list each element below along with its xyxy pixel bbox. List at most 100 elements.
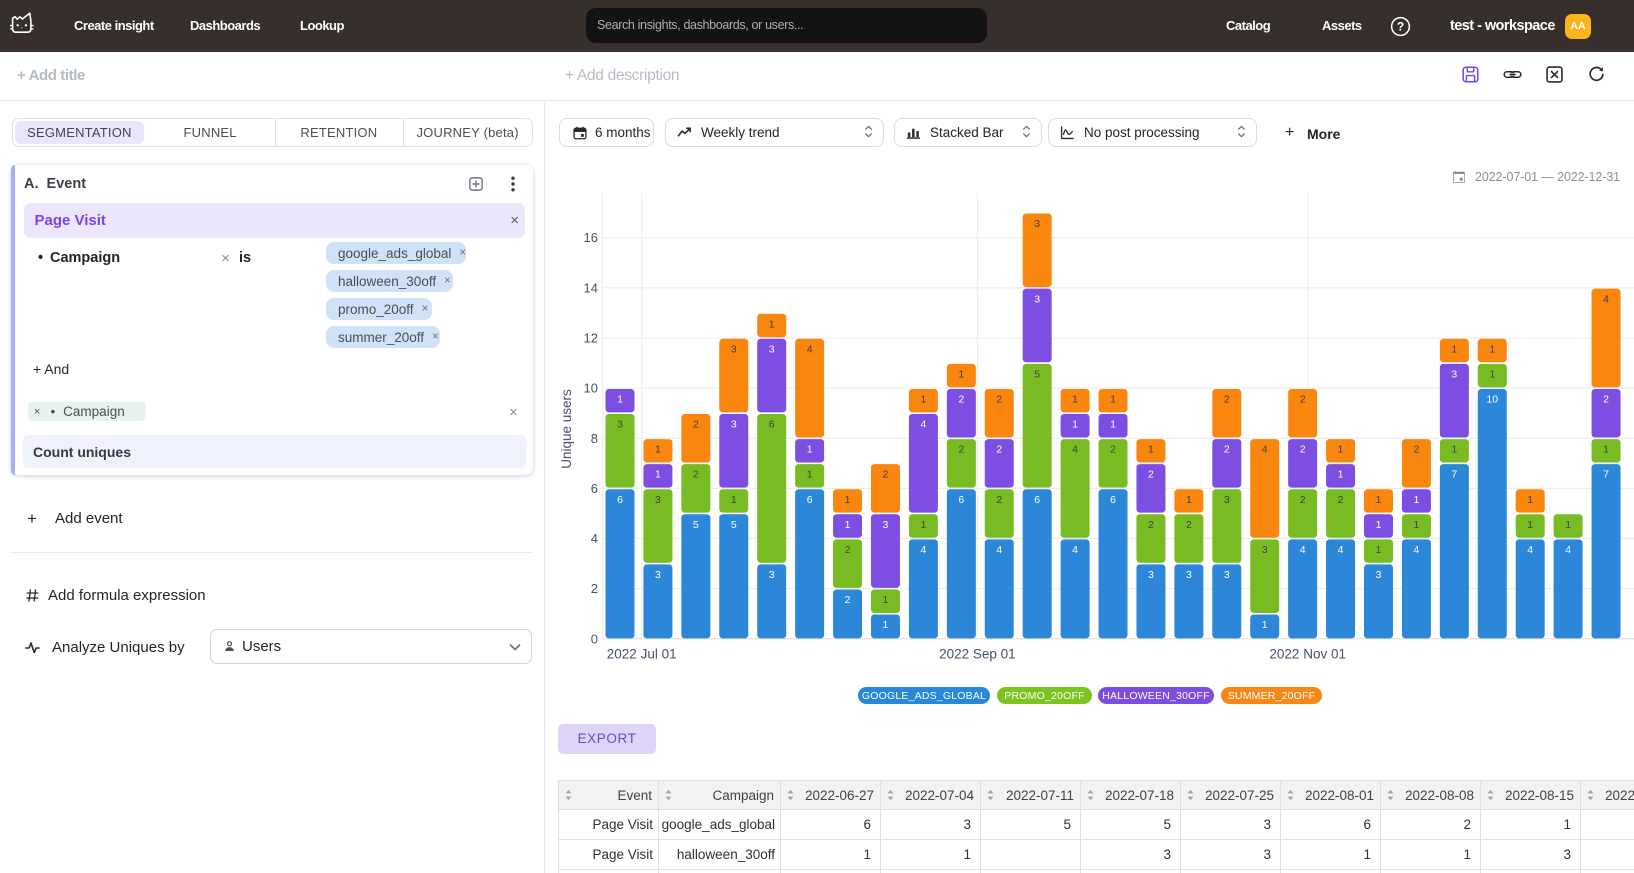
svg-text:2: 2 [1186, 519, 1192, 531]
svg-text:2: 2 [996, 494, 1002, 506]
svg-text:1: 1 [1489, 343, 1495, 355]
svg-text:0: 0 [591, 631, 598, 646]
svg-text:4: 4 [591, 531, 598, 546]
svg-text:2: 2 [1148, 519, 1154, 531]
svg-text:1: 1 [1110, 419, 1116, 431]
svg-text:2: 2 [1224, 394, 1230, 406]
svg-text:3: 3 [1224, 569, 1230, 581]
svg-text:2: 2 [1603, 394, 1609, 406]
svg-text:2: 2 [1338, 494, 1344, 506]
svg-text:1: 1 [1072, 419, 1078, 431]
svg-text:2: 2 [1300, 444, 1306, 456]
svg-text:4: 4 [996, 544, 1002, 556]
svg-text:2: 2 [1300, 494, 1306, 506]
svg-text:6: 6 [1034, 494, 1040, 506]
svg-text:1: 1 [1148, 444, 1154, 456]
svg-text:1: 1 [1413, 494, 1419, 506]
svg-text:1: 1 [1338, 444, 1344, 456]
svg-text:Unique users: Unique users [559, 389, 574, 469]
svg-text:5: 5 [731, 519, 737, 531]
svg-text:3: 3 [655, 569, 661, 581]
svg-text:3: 3 [769, 343, 775, 355]
svg-text:2: 2 [693, 469, 699, 481]
svg-text:1: 1 [1565, 519, 1571, 531]
svg-text:14: 14 [584, 280, 598, 295]
svg-text:3: 3 [655, 494, 661, 506]
svg-text:3: 3 [769, 569, 775, 581]
svg-text:6: 6 [807, 494, 813, 506]
svg-text:2: 2 [996, 394, 1002, 406]
svg-text:2: 2 [1224, 444, 1230, 456]
svg-text:12: 12 [584, 331, 598, 346]
svg-text:3: 3 [1376, 569, 1382, 581]
svg-text:2: 2 [845, 544, 851, 556]
svg-text:2: 2 [1148, 469, 1154, 481]
svg-text:1: 1 [845, 494, 851, 506]
svg-text:1: 1 [1376, 494, 1382, 506]
svg-text:3: 3 [1224, 494, 1230, 506]
svg-text:1: 1 [1489, 368, 1495, 380]
svg-text:2: 2 [1300, 394, 1306, 406]
svg-text:2022 Sep 01: 2022 Sep 01 [939, 647, 1016, 662]
svg-text:1: 1 [617, 394, 623, 406]
svg-text:5: 5 [693, 519, 699, 531]
svg-text:1: 1 [1603, 444, 1609, 456]
svg-text:4: 4 [1072, 544, 1078, 556]
svg-text:6: 6 [617, 494, 623, 506]
svg-text:4: 4 [1072, 444, 1078, 456]
svg-text:4: 4 [1527, 544, 1533, 556]
svg-text:3: 3 [1262, 544, 1268, 556]
svg-text:2022 Nov 01: 2022 Nov 01 [1269, 647, 1346, 662]
svg-text:4: 4 [807, 343, 813, 355]
svg-text:4: 4 [1262, 444, 1268, 456]
svg-text:4: 4 [1565, 544, 1571, 556]
svg-text:1: 1 [1413, 519, 1419, 531]
svg-text:1: 1 [920, 394, 926, 406]
svg-text:2: 2 [1413, 444, 1419, 456]
svg-text:1: 1 [807, 444, 813, 456]
svg-text:10: 10 [584, 381, 598, 396]
svg-text:3: 3 [1451, 368, 1457, 380]
svg-text:4: 4 [1603, 293, 1609, 305]
svg-text:1: 1 [1186, 494, 1192, 506]
svg-text:1: 1 [958, 368, 964, 380]
svg-text:6: 6 [1110, 494, 1116, 506]
svg-text:7: 7 [1603, 469, 1609, 481]
svg-text:6: 6 [958, 494, 964, 506]
svg-text:16: 16 [584, 230, 598, 245]
svg-text:1: 1 [1451, 343, 1457, 355]
svg-text:2: 2 [996, 444, 1002, 456]
svg-text:4: 4 [920, 544, 926, 556]
svg-text:4: 4 [920, 419, 926, 431]
svg-text:6: 6 [591, 481, 598, 496]
svg-text:2: 2 [1110, 444, 1116, 456]
svg-text:1: 1 [655, 469, 661, 481]
svg-text:1: 1 [920, 519, 926, 531]
svg-text:1: 1 [1527, 519, 1533, 531]
svg-text:1: 1 [883, 619, 889, 631]
svg-text:2: 2 [883, 469, 889, 481]
svg-text:1: 1 [655, 444, 661, 456]
svg-text:1: 1 [1262, 619, 1268, 631]
svg-text:3: 3 [883, 519, 889, 531]
svg-text:1: 1 [883, 594, 889, 606]
svg-text:5: 5 [1034, 368, 1040, 380]
svg-text:?: ? [1397, 20, 1404, 34]
svg-text:4: 4 [1300, 544, 1306, 556]
svg-text:1: 1 [1527, 494, 1533, 506]
svg-text:3: 3 [1186, 569, 1192, 581]
svg-text:6: 6 [769, 419, 775, 431]
svg-text:1: 1 [1376, 519, 1382, 531]
svg-text:1: 1 [1376, 544, 1382, 556]
svg-text:3: 3 [617, 419, 623, 431]
svg-text:1: 1 [845, 519, 851, 531]
svg-text:1: 1 [1072, 394, 1078, 406]
svg-text:8: 8 [591, 431, 598, 446]
svg-text:3: 3 [1034, 218, 1040, 230]
svg-text:4: 4 [1413, 544, 1419, 556]
svg-text:1: 1 [1451, 444, 1457, 456]
svg-text:1: 1 [1338, 469, 1344, 481]
svg-text:2: 2 [958, 444, 964, 456]
svg-text:2: 2 [591, 581, 598, 596]
svg-text:3: 3 [731, 343, 737, 355]
